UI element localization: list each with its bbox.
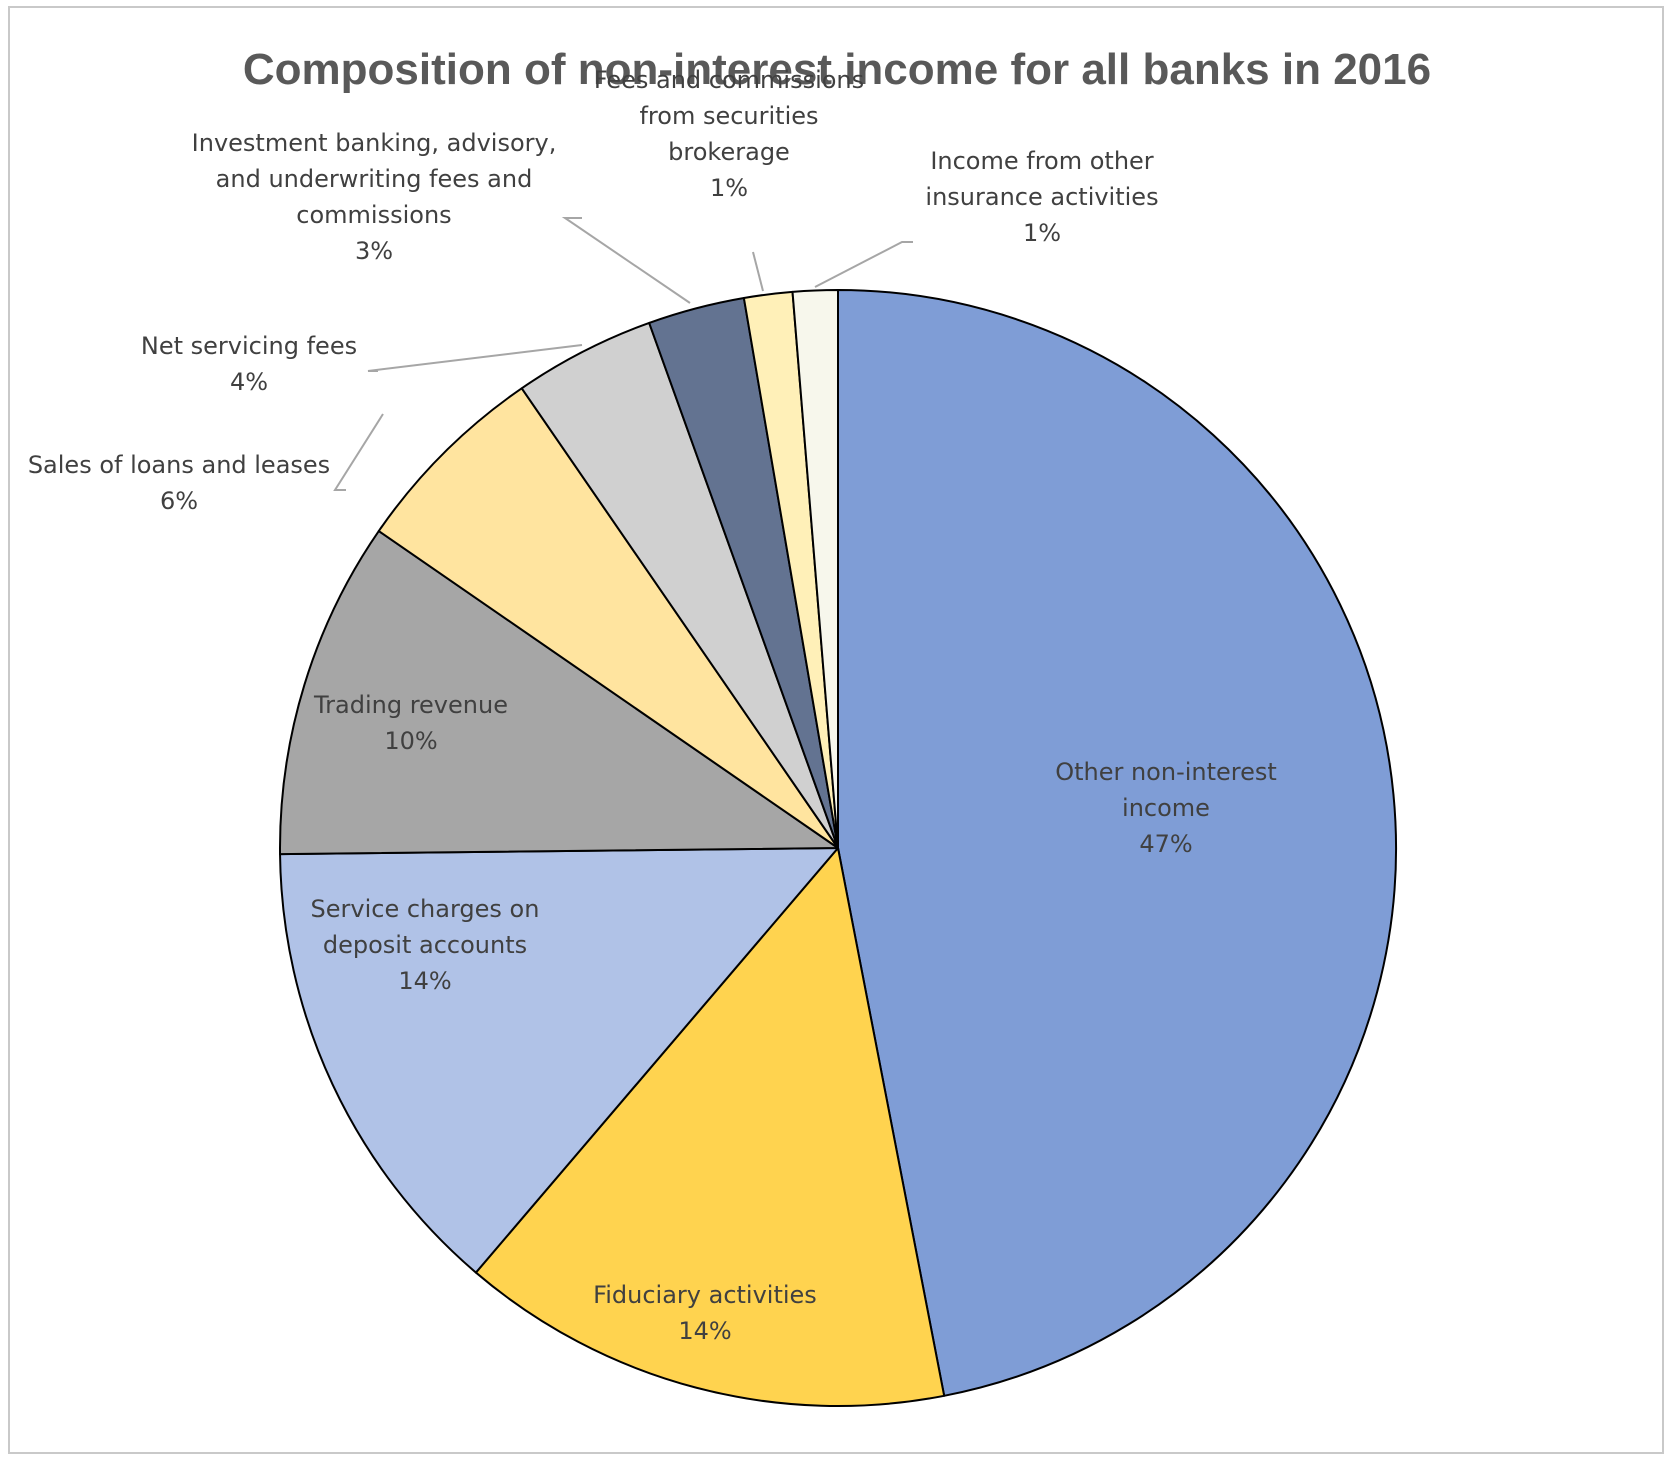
- slice-percent-0: 47%: [1139, 830, 1192, 858]
- chart-title: Composition of non-interest income for a…: [243, 45, 1431, 94]
- slice-label-line-7-2: brokerage: [668, 138, 790, 166]
- slice-label-line-5-0: Net servicing fees: [141, 332, 357, 360]
- pie-slice-0: [837, 289, 1398, 1397]
- slice-label-line-4-0: Sales of loans and leases: [28, 451, 330, 479]
- slice-percent-4: 6%: [160, 487, 198, 515]
- slice-label-3: Trading revenue 10%: [313, 691, 508, 755]
- leader-line-6: [561, 217, 691, 304]
- slice-percent-8: 1%: [1023, 219, 1061, 247]
- slice-percent-5: 4%: [230, 368, 268, 396]
- slice-label-line-8-0: Income from other: [930, 147, 1153, 175]
- slice-label-6: Investment banking, advisory, and underwr…: [192, 129, 557, 265]
- pie-slice-1: [474, 847, 946, 1407]
- slice-label-line-6-1: and underwriting fees and: [216, 165, 533, 193]
- slice-label-line-0-1: income: [1122, 794, 1210, 822]
- slice-percent-6: 3%: [355, 237, 393, 265]
- pie-slice-2: [279, 847, 839, 1274]
- leader-line-4: [333, 413, 384, 491]
- slice-label-line-7-0: Fees and commissions: [594, 66, 864, 94]
- leader-line-7: [752, 251, 764, 292]
- slice-percent-7: 1%: [710, 174, 748, 202]
- slice-label-1: Fiduciary activities 14%: [593, 1281, 817, 1345]
- slice-label-4: Sales of loans and leases 6%: [28, 451, 330, 515]
- slice-percent-3: 10%: [384, 727, 437, 755]
- pie-slice-8: [791, 289, 839, 849]
- slice-label-line-6-2: commissions: [296, 201, 451, 229]
- slice-percent-1: 14%: [678, 1317, 731, 1345]
- leader-line-8: [814, 241, 913, 288]
- slice-label-8: Income from other insurance activities 1%: [925, 147, 1158, 247]
- slice-label-line-2-0: Service charges on: [311, 895, 540, 923]
- slice-label-line-7-1: from securities: [639, 102, 818, 130]
- pie-slice-4: [377, 387, 839, 849]
- slice-label-line-2-1: deposit accounts: [323, 931, 527, 959]
- slice-label-line-1-0: Fiduciary activities: [593, 1281, 817, 1309]
- slice-label-line-0-0: Other non-interest: [1055, 758, 1277, 786]
- slice-label-line-6-0: Investment banking, advisory,: [192, 129, 557, 157]
- slice-label-line-8-1: insurance activities: [925, 183, 1158, 211]
- slice-percent-2: 14%: [398, 967, 451, 995]
- slice-label-7: Fees and commissions from securities broke…: [594, 66, 864, 202]
- slice-label-5: Net servicing fees 4%: [141, 332, 357, 396]
- slice-label-line-3-0: Trading revenue: [313, 691, 508, 719]
- slice-label-2: Service charges on deposit accounts 14%: [311, 895, 540, 995]
- leader-line-5: [367, 344, 583, 372]
- pie-slice-3: [279, 530, 839, 856]
- slice-label-0: Other non-interest income 47%: [1055, 758, 1277, 858]
